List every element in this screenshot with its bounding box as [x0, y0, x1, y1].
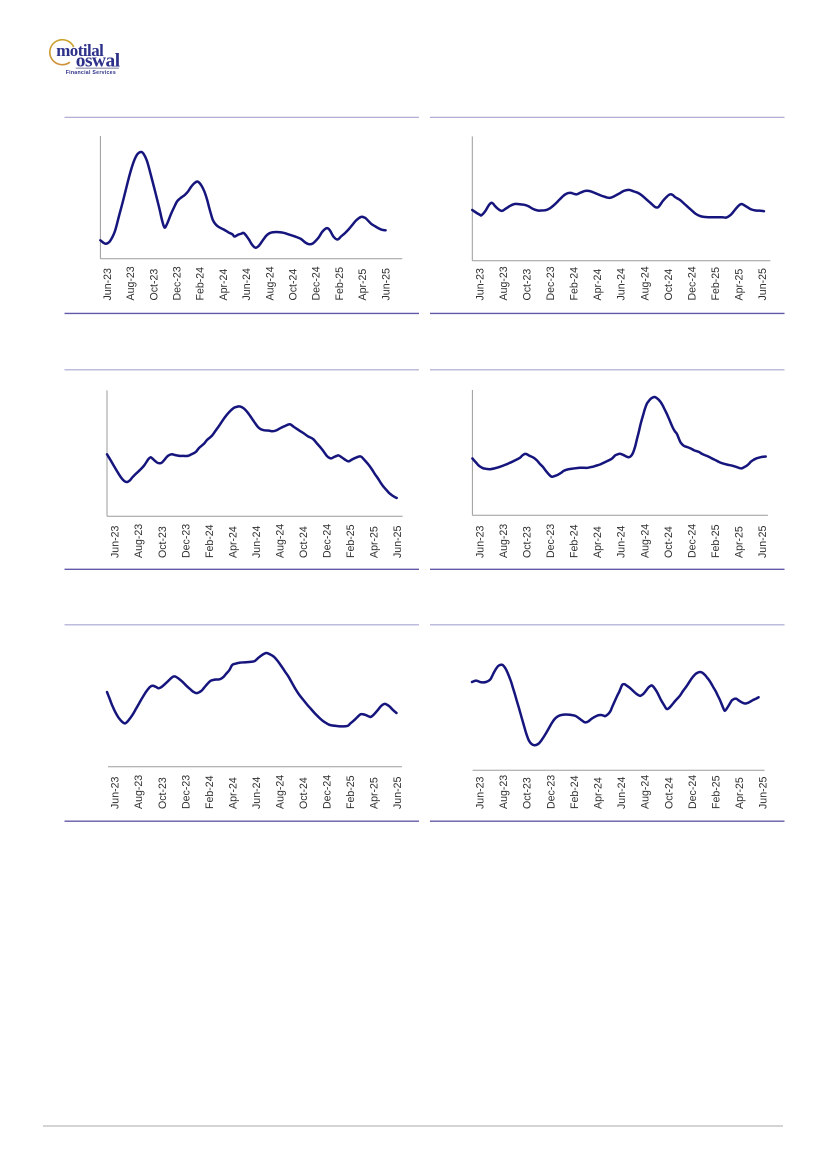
svg-text:Jun-24: Jun-24	[616, 777, 628, 809]
svg-text:Jun-23: Jun-23	[102, 268, 114, 300]
svg-text:Apr-24: Apr-24	[592, 526, 604, 558]
svg-text:Oct-24: Oct-24	[663, 269, 675, 301]
svg-text:Apr-25: Apr-25	[357, 269, 369, 301]
svg-text:Aug-24: Aug-24	[264, 266, 276, 300]
svg-text:Oct-23: Oct-23	[157, 777, 169, 809]
svg-text:Feb-25: Feb-25	[345, 775, 357, 809]
svg-text:Dec-24: Dec-24	[311, 266, 323, 300]
svg-text:Jun-23: Jun-23	[475, 777, 487, 809]
svg-text:Dec-23: Dec-23	[180, 775, 192, 809]
svg-text:Apr-25: Apr-25	[733, 269, 745, 301]
svg-text:Feb-24: Feb-24	[204, 775, 216, 809]
svg-text:Jun-23: Jun-23	[110, 526, 122, 558]
svg-text:Apr-25: Apr-25	[733, 526, 745, 558]
svg-text:Dec-23: Dec-23	[545, 524, 557, 558]
svg-text:Feb-25: Feb-25	[334, 267, 346, 301]
svg-text:Aug-24: Aug-24	[639, 266, 651, 300]
svg-text:Dec-24: Dec-24	[687, 775, 699, 809]
svg-text:Dec-24: Dec-24	[322, 775, 334, 809]
svg-text:Feb-24: Feb-24	[195, 267, 207, 301]
svg-text:Jun-25: Jun-25	[392, 777, 404, 809]
svg-text:Jun-25: Jun-25	[757, 268, 769, 300]
svg-text:Dec-23: Dec-23	[545, 266, 557, 300]
svg-text:Aug-24: Aug-24	[274, 524, 286, 558]
svg-text:Aug-23: Aug-23	[125, 266, 137, 300]
svg-text:Dec-23: Dec-23	[180, 524, 192, 558]
svg-text:Oct-24: Oct-24	[298, 526, 310, 558]
svg-text:Aug-23: Aug-23	[498, 524, 510, 558]
svg-text:Jun-25: Jun-25	[758, 777, 770, 809]
svg-text:Apr-24: Apr-24	[227, 777, 239, 809]
svg-text:Jun-24: Jun-24	[251, 526, 263, 558]
svg-text:Apr-25: Apr-25	[369, 526, 381, 558]
svg-text:Feb-24: Feb-24	[204, 524, 216, 558]
svg-text:Apr-24: Apr-24	[593, 777, 605, 809]
svg-text:Feb-25: Feb-25	[345, 524, 357, 558]
svg-text:Feb-25: Feb-25	[711, 775, 723, 809]
svg-text:Apr-24: Apr-24	[592, 269, 604, 301]
svg-text:Jun-24: Jun-24	[616, 268, 628, 300]
svg-text:Dec-24: Dec-24	[322, 524, 334, 558]
svg-text:Oct-24: Oct-24	[663, 526, 675, 558]
svg-text:Dec-24: Dec-24	[686, 524, 698, 558]
svg-text:Dec-24: Dec-24	[686, 266, 698, 300]
svg-text:Jun-24: Jun-24	[616, 526, 628, 558]
svg-text:Dec-23: Dec-23	[545, 775, 557, 809]
svg-text:Aug-24: Aug-24	[639, 524, 651, 558]
svg-text:Feb-24: Feb-24	[569, 524, 581, 558]
svg-text:motilal: motilal	[56, 41, 104, 60]
svg-text:Oct-24: Oct-24	[298, 777, 310, 809]
svg-text:Jun-25: Jun-25	[380, 268, 392, 300]
svg-text:Feb-25: Feb-25	[710, 524, 722, 558]
svg-text:Aug-24: Aug-24	[640, 775, 652, 809]
svg-text:Dec-23: Dec-23	[172, 266, 184, 300]
svg-text:Apr-25: Apr-25	[734, 777, 746, 809]
svg-text:Oct-24: Oct-24	[663, 777, 675, 809]
svg-text:Financial Services: Financial Services	[66, 70, 116, 76]
svg-text:Aug-24: Aug-24	[274, 775, 286, 809]
svg-text:Jun-25: Jun-25	[392, 526, 404, 558]
svg-text:Jun-24: Jun-24	[241, 268, 253, 300]
svg-text:Apr-24: Apr-24	[218, 269, 230, 301]
svg-text:Feb-25: Feb-25	[710, 267, 722, 301]
svg-text:Aug-23: Aug-23	[498, 266, 510, 300]
svg-text:Oct-23: Oct-23	[522, 777, 534, 809]
svg-text:Apr-24: Apr-24	[227, 526, 239, 558]
svg-text:Aug-23: Aug-23	[133, 775, 145, 809]
svg-text:Oct-23: Oct-23	[148, 269, 160, 301]
svg-text:Oct-23: Oct-23	[157, 526, 169, 558]
svg-text:Oct-23: Oct-23	[522, 269, 534, 301]
svg-text:Jun-25: Jun-25	[757, 526, 769, 558]
svg-text:Aug-23: Aug-23	[498, 775, 510, 809]
svg-text:Jun-24: Jun-24	[251, 777, 263, 809]
svg-text:Aug-23: Aug-23	[133, 524, 145, 558]
svg-text:Oct-23: Oct-23	[522, 526, 534, 558]
svg-text:Jun-23: Jun-23	[475, 526, 487, 558]
svg-text:Oct-24: Oct-24	[288, 269, 300, 301]
svg-text:Jun-23: Jun-23	[475, 268, 487, 300]
svg-text:Feb-24: Feb-24	[569, 775, 581, 809]
svg-text:Apr-25: Apr-25	[369, 777, 381, 809]
svg-text:oswal: oswal	[76, 50, 121, 71]
svg-text:Jun-23: Jun-23	[110, 777, 122, 809]
svg-text:Feb-24: Feb-24	[569, 267, 581, 301]
